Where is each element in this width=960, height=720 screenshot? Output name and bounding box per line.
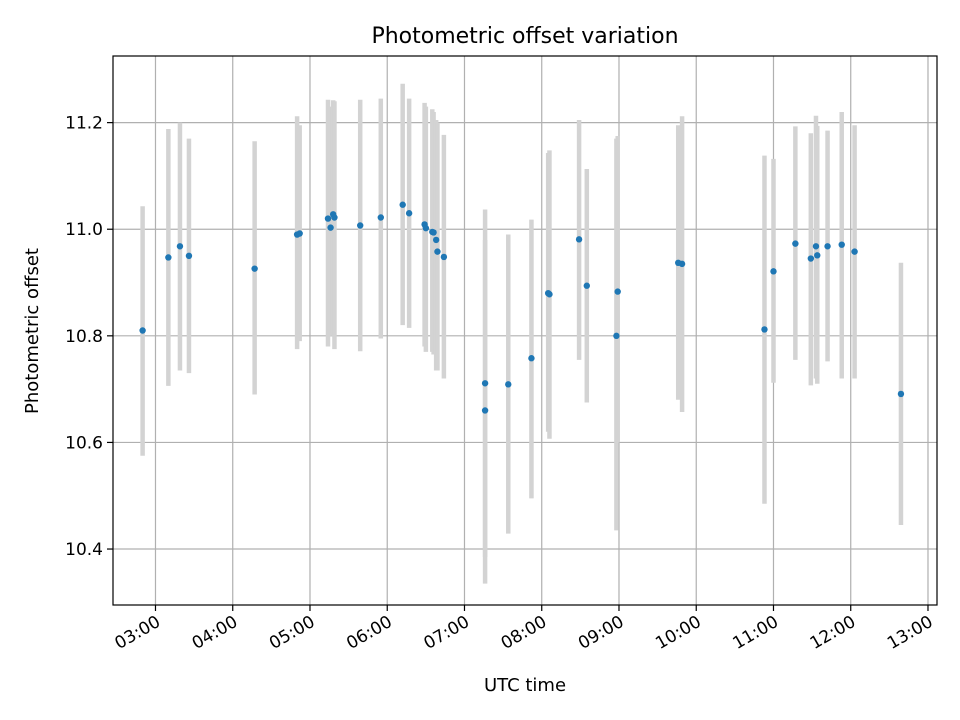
data-point [432, 236, 440, 244]
data-point [812, 243, 820, 250]
data-point [139, 327, 146, 334]
data-point [546, 291, 553, 298]
data-point [583, 282, 590, 289]
data-point [761, 326, 768, 333]
data-point [678, 260, 686, 268]
data-point [792, 240, 799, 247]
data-point [399, 201, 406, 208]
y-axis: 10.4 10.6 10.8 11.0 11.2 [65, 114, 113, 560]
data-point [481, 407, 489, 414]
y-tick-label: 11.0 [65, 220, 103, 240]
data-point [481, 380, 489, 387]
data-point [185, 252, 193, 260]
x-axis-label: UTC time [484, 675, 566, 696]
data-points [139, 201, 905, 414]
data-point [851, 248, 858, 255]
data-point [770, 268, 777, 275]
data-point [331, 214, 338, 221]
data-point [440, 253, 448, 261]
data-point [324, 215, 332, 222]
data-point [176, 243, 184, 250]
y-tick-label: 11.2 [65, 114, 103, 134]
data-point [327, 224, 334, 231]
data-point [807, 255, 815, 262]
data-point [897, 390, 905, 398]
data-point [430, 229, 437, 236]
data-point [377, 214, 384, 221]
data-point [357, 222, 364, 229]
data-point [505, 381, 512, 388]
data-point [434, 248, 441, 255]
data-point [528, 355, 535, 362]
data-point [251, 265, 258, 272]
data-point [165, 254, 172, 261]
data-point [824, 243, 831, 250]
data-point [838, 241, 845, 248]
data-point [405, 210, 413, 217]
data-point [814, 252, 821, 259]
y-axis-label: Photometric offset [22, 248, 43, 414]
y-tick-label: 10.8 [65, 327, 103, 347]
data-point [296, 230, 303, 237]
data-point [614, 288, 621, 295]
y-tick-label: 10.4 [65, 540, 103, 560]
data-point [575, 236, 583, 243]
data-point [422, 224, 430, 232]
plot-frame [112, 55, 938, 606]
chart-title: Photometric offset variation [371, 24, 678, 49]
y-tick-label: 10.6 [65, 433, 103, 453]
data-point [613, 332, 620, 340]
grid [113, 56, 937, 605]
